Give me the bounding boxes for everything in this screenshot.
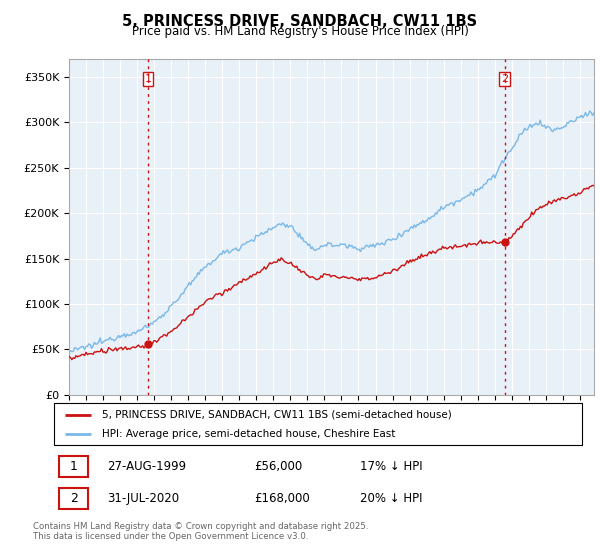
Text: Contains HM Land Registry data © Crown copyright and database right 2025.
This d: Contains HM Land Registry data © Crown c… [33,522,368,542]
Text: HPI: Average price, semi-detached house, Cheshire East: HPI: Average price, semi-detached house,… [101,429,395,439]
Text: 2: 2 [70,492,78,505]
Text: 2: 2 [501,74,508,84]
Text: Price paid vs. HM Land Registry's House Price Index (HPI): Price paid vs. HM Land Registry's House … [131,25,469,38]
Text: 31-JUL-2020: 31-JUL-2020 [107,492,179,505]
Text: 27-AUG-1999: 27-AUG-1999 [107,460,186,473]
Text: 1: 1 [70,460,78,473]
Text: 20% ↓ HPI: 20% ↓ HPI [360,492,423,505]
Text: 5, PRINCESS DRIVE, SANDBACH, CW11 1BS (semi-detached house): 5, PRINCESS DRIVE, SANDBACH, CW11 1BS (s… [101,409,451,419]
Text: 5, PRINCESS DRIVE, SANDBACH, CW11 1BS: 5, PRINCESS DRIVE, SANDBACH, CW11 1BS [122,14,478,29]
FancyBboxPatch shape [59,456,88,477]
FancyBboxPatch shape [54,403,582,445]
Text: £168,000: £168,000 [254,492,310,505]
Text: 1: 1 [145,74,152,84]
FancyBboxPatch shape [59,488,88,509]
Text: 17% ↓ HPI: 17% ↓ HPI [360,460,423,473]
Text: £56,000: £56,000 [254,460,303,473]
